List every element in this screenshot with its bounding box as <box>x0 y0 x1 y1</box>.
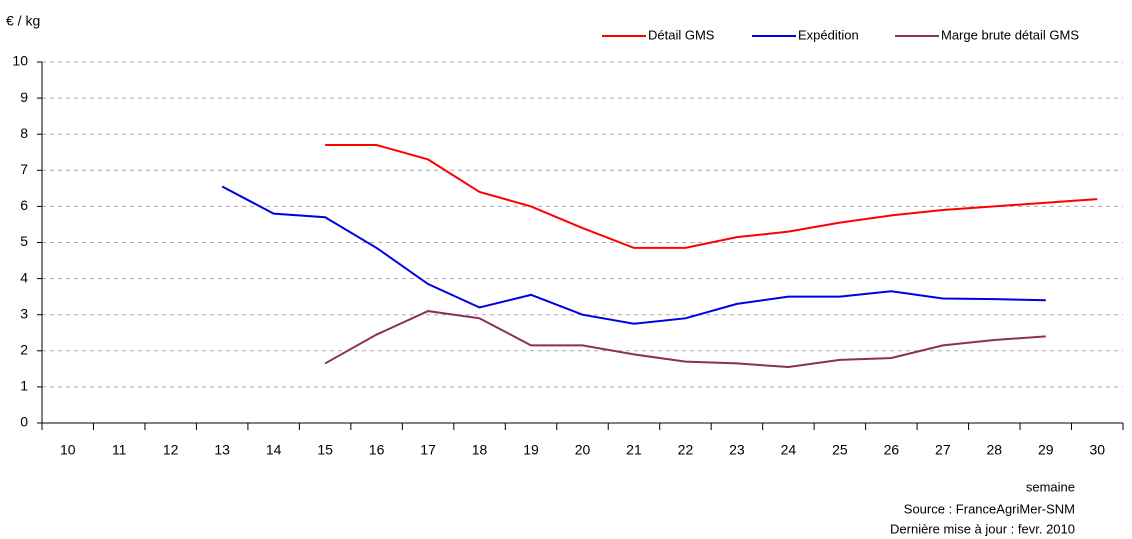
y-tick-label: 4 <box>20 269 28 285</box>
y-tick-label: 6 <box>20 197 28 213</box>
x-tick-label: 11 <box>112 442 127 458</box>
x-tick-label: 27 <box>935 442 951 458</box>
update-note: Dernière mise à jour : fevr. 2010 <box>890 521 1075 536</box>
x-tick-label: 25 <box>832 442 848 458</box>
y-tick-label: 8 <box>20 125 28 141</box>
x-tick-label: 12 <box>163 442 179 458</box>
x-tick-label: 29 <box>1038 442 1054 458</box>
x-tick-label: 18 <box>472 442 488 458</box>
y-tick-label: 2 <box>20 342 28 358</box>
legend-label: Expédition <box>798 27 859 42</box>
x-tick-label: 15 <box>317 442 333 458</box>
y-tick-label: 0 <box>20 414 28 430</box>
source-note: Source : FranceAgriMer-SNM <box>904 501 1075 516</box>
x-tick-label: 22 <box>678 442 694 458</box>
x-tick-label: 30 <box>1089 442 1105 458</box>
x-tick-label: 14 <box>266 442 282 458</box>
y-tick-label: 9 <box>20 89 28 105</box>
x-tick-label: 28 <box>987 442 1003 458</box>
x-tick-label: 10 <box>60 442 76 458</box>
x-tick-label: 16 <box>369 442 385 458</box>
y-tick-label: 7 <box>20 161 28 177</box>
x-tick-label: 17 <box>420 442 436 458</box>
x-tick-label: 13 <box>214 442 230 458</box>
series-line <box>324 310 1046 369</box>
x-tick-label: 26 <box>884 442 900 458</box>
series-line <box>221 185 1046 325</box>
x-axis-label: semaine <box>1026 479 1075 494</box>
legend-label: Détail GMS <box>648 27 715 42</box>
y-tick-label: 5 <box>20 233 28 249</box>
x-tick-label: 23 <box>729 442 745 458</box>
y-axis-label: € / kg <box>6 13 40 29</box>
y-tick-label: 10 <box>12 53 28 69</box>
x-tick-label: 19 <box>523 442 539 458</box>
x-tick-label: 21 <box>626 442 642 458</box>
y-tick-label: 1 <box>20 378 28 394</box>
x-tick-label: 24 <box>781 442 797 458</box>
y-tick-label: 3 <box>20 305 28 321</box>
x-tick-label: 20 <box>575 442 591 458</box>
series-line <box>325 144 1098 249</box>
legend-label: Marge brute détail GMS <box>941 27 1079 42</box>
